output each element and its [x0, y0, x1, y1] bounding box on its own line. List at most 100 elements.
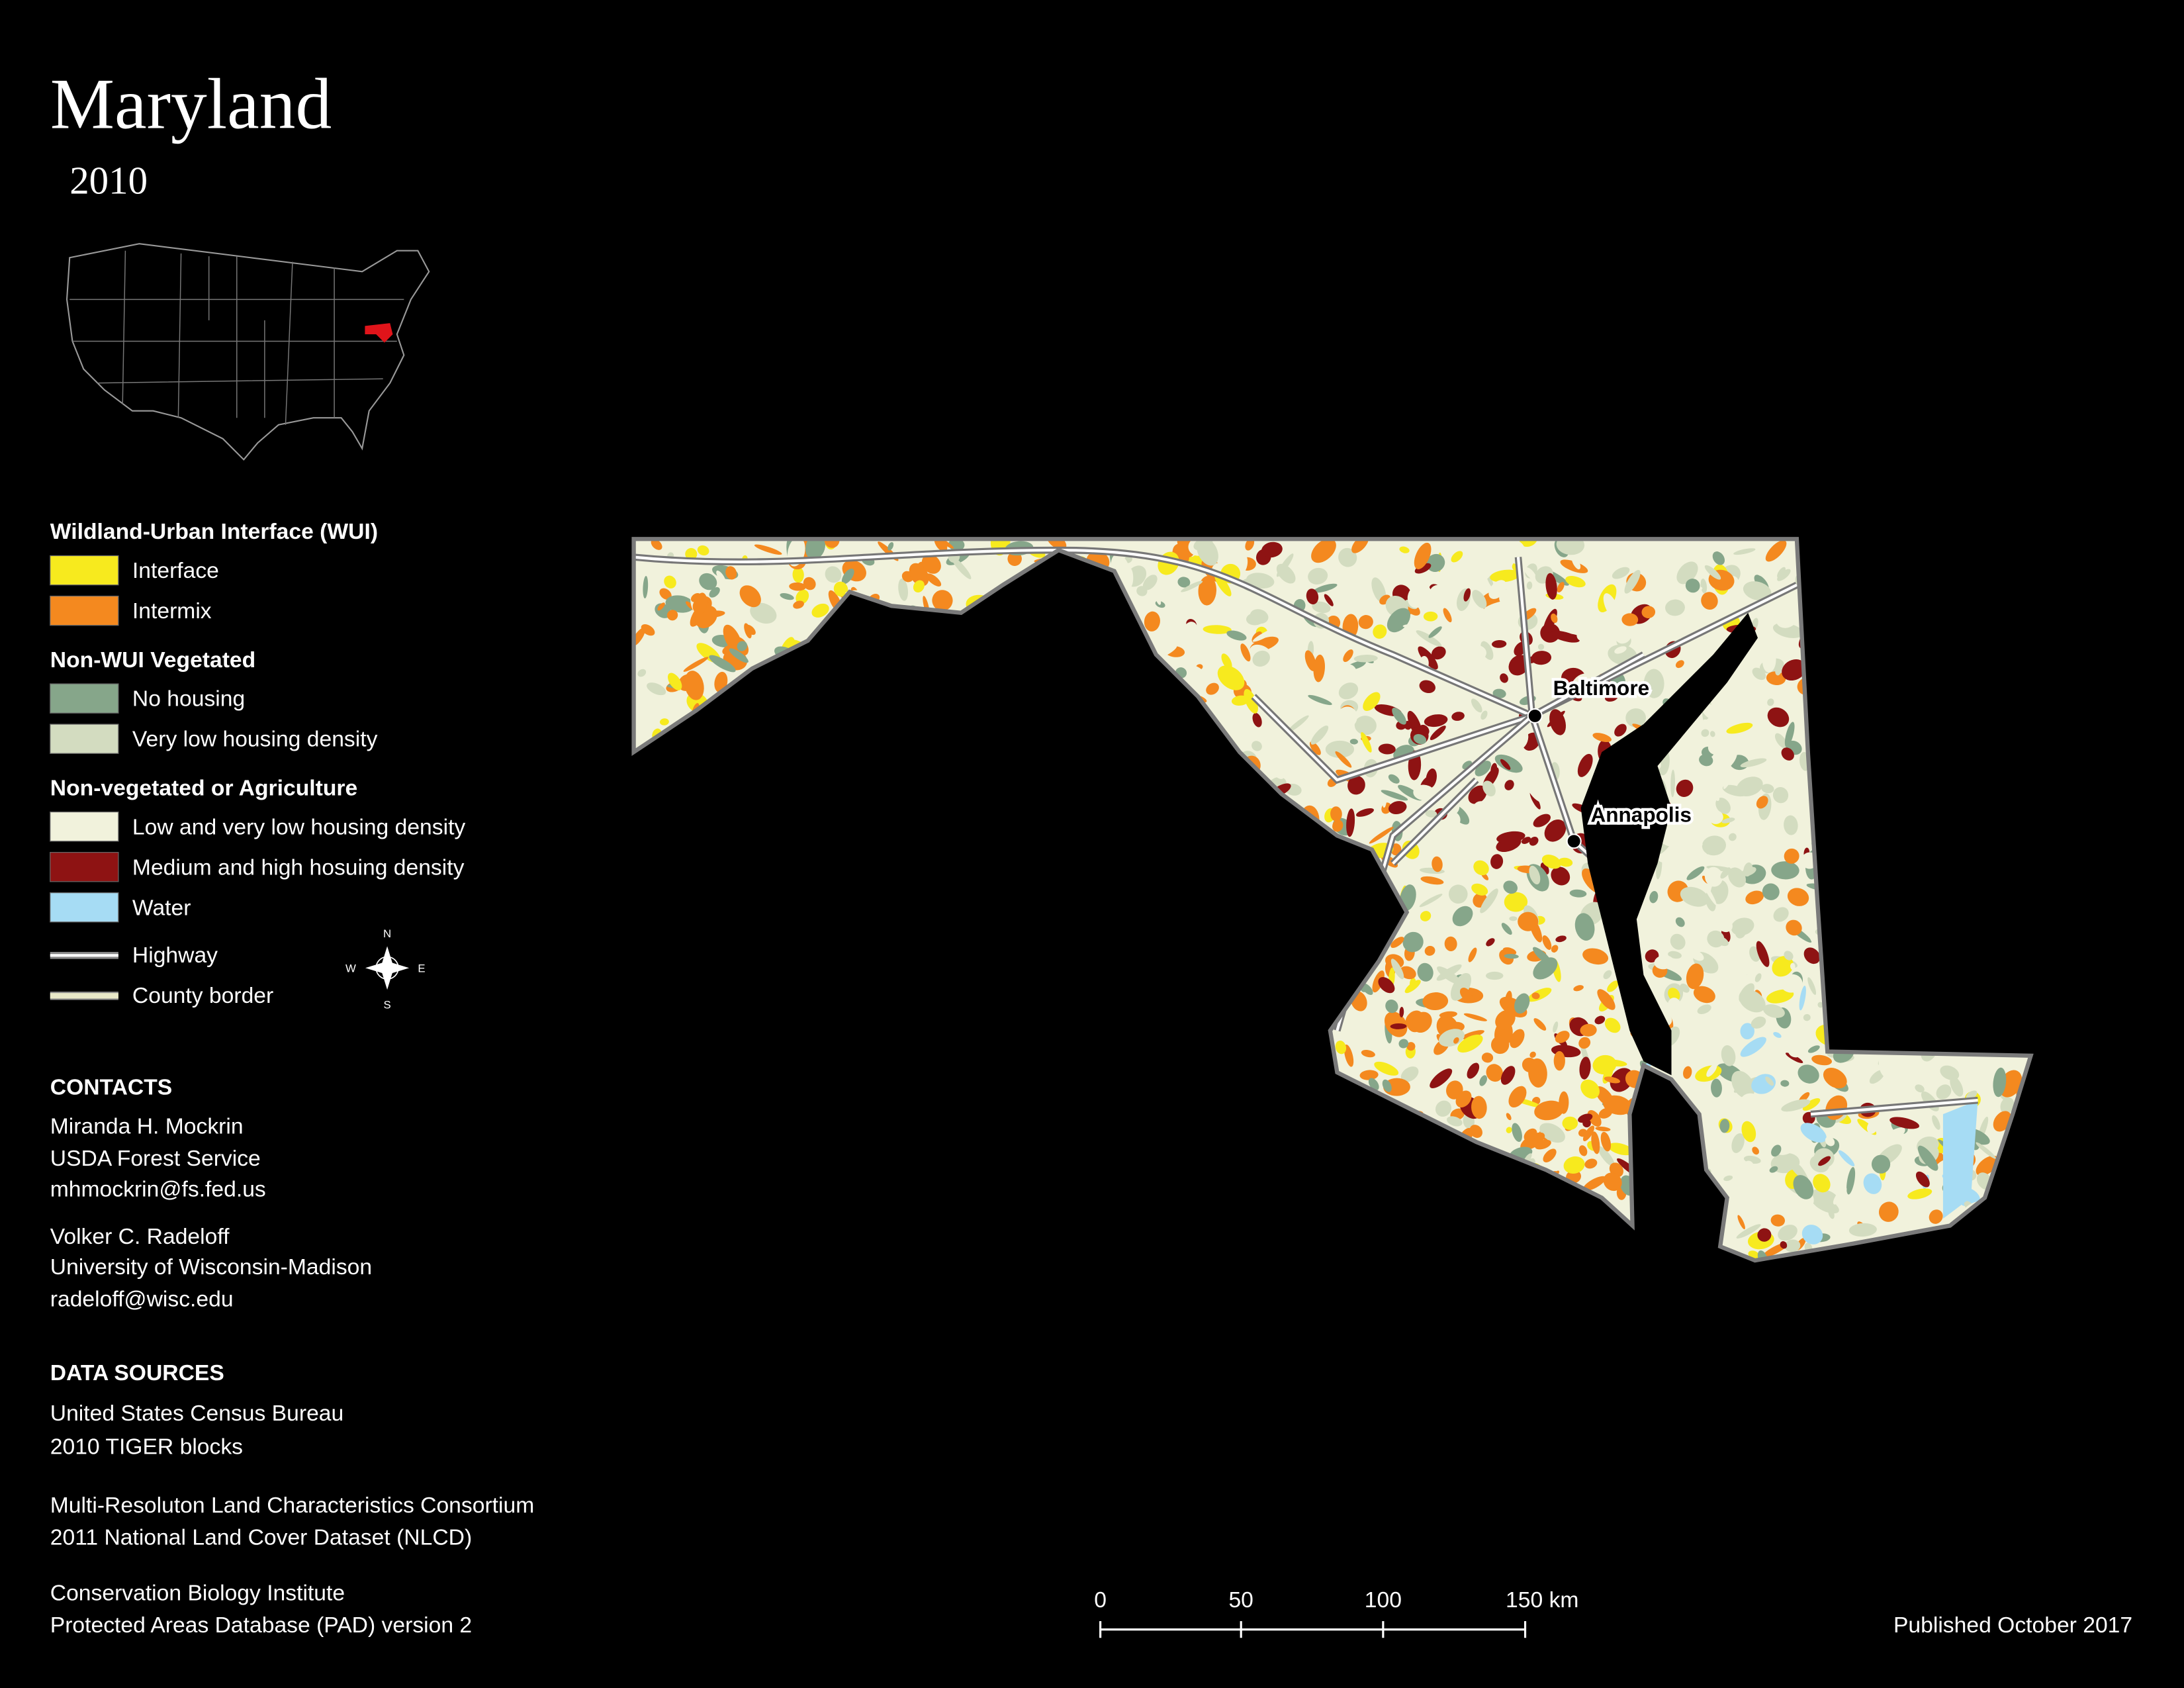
land-patch [1624, 569, 1641, 594]
land-patch [664, 575, 676, 588]
land-patch [1592, 1055, 1617, 1075]
land-patch [1217, 665, 1245, 690]
land-patch [2000, 1097, 2015, 1114]
land-patch [1797, 1064, 1819, 1084]
land-patch [1726, 722, 1753, 734]
land-patch [1252, 712, 1262, 727]
land-patch [1571, 617, 1590, 632]
land-patch [1571, 555, 1581, 570]
land-patch [1667, 998, 1682, 1014]
land-patch [1784, 815, 1798, 835]
land-patch [1528, 1058, 1547, 1088]
land-patch [1817, 1002, 1823, 1008]
land-patch [1486, 1064, 1503, 1082]
land-patch [1721, 1045, 1736, 1066]
land-patch [1754, 973, 1762, 982]
land-patch [1675, 917, 1685, 927]
land-patch [1306, 588, 1319, 605]
land-patch [1429, 707, 1443, 715]
land-patch [1703, 1011, 1725, 1029]
land-patch [1683, 1066, 1692, 1079]
land-patch [1828, 1208, 1835, 1219]
land-patch [1335, 1041, 1347, 1055]
legend-swatch [50, 683, 119, 714]
land-patch [1504, 990, 1512, 1008]
land-patch [1833, 1187, 1847, 1205]
land-patch [1784, 848, 1799, 864]
land-patch [1751, 1016, 1766, 1029]
land-patch [1803, 947, 1821, 964]
land-patch [887, 542, 894, 551]
land-patch [1643, 900, 1658, 915]
land-patch [1271, 765, 1285, 779]
land-patch [1480, 710, 1488, 720]
source-line: Multi-Resoluton Land Characteristics Con… [50, 1493, 535, 1518]
land-patch [1388, 774, 1400, 784]
land-patch [1206, 682, 1219, 695]
land-patch [1723, 774, 1733, 789]
land-patch [1183, 622, 1199, 643]
land-patch [1787, 888, 1809, 906]
legend-heading: Non-WUI Vegetated [50, 648, 255, 673]
land-patch [684, 671, 704, 700]
land-patch [1807, 1045, 1820, 1053]
land-patch [1369, 827, 1394, 844]
land-patch [1614, 623, 1633, 644]
land-patch [1537, 643, 1545, 650]
land-patch [1198, 576, 1216, 606]
land-patch [1932, 1115, 1940, 1130]
land-patch [737, 641, 747, 651]
land-patch [1438, 633, 1463, 645]
land-patch [1310, 726, 1329, 745]
compass-label: E [418, 962, 425, 975]
land-patch [841, 568, 854, 585]
land-patch [1722, 945, 1731, 956]
land-patch [1533, 957, 1558, 980]
land-patch [1686, 963, 1704, 990]
compass-label: W [345, 962, 356, 975]
land-patch [1915, 1171, 1930, 1188]
land-patch [1740, 1023, 1754, 1040]
land-patch [1308, 567, 1328, 585]
land-patch [1670, 933, 1686, 950]
land-patch [1144, 611, 1160, 632]
land-patch [1312, 601, 1331, 614]
scale-label: 150 km [1506, 1588, 1578, 1613]
land-patch [1684, 849, 1704, 868]
city-dot [1566, 833, 1582, 849]
land-patch [1743, 688, 1759, 698]
land-patch [1461, 1030, 1484, 1039]
city-label: Baltimore [1553, 676, 1650, 700]
section-heading: DATA SOURCES [50, 1361, 224, 1385]
land-patch [729, 648, 749, 663]
land-patch [1479, 1075, 1487, 1086]
land-patch [1115, 539, 1125, 549]
land-patch [1600, 1131, 1612, 1152]
land-patch [1869, 1070, 1885, 1084]
land-patch [1161, 622, 1175, 637]
land-patch [1787, 1039, 1805, 1058]
land-patch [1735, 948, 1743, 956]
land-patch [1046, 539, 1067, 550]
land-patch [1330, 806, 1342, 821]
compass-label: S [383, 998, 390, 1011]
land-patch [1699, 754, 1713, 767]
land-patch [1332, 820, 1343, 832]
land-patch [1607, 703, 1625, 727]
land-patch [1715, 798, 1731, 814]
land-patch [1607, 980, 1619, 992]
land-patch [1426, 768, 1437, 788]
land-patch [1846, 1166, 1856, 1195]
land-patch [1347, 775, 1365, 795]
land-patch [1675, 660, 1684, 669]
land-patch [1451, 712, 1465, 721]
land-patch [1776, 610, 1797, 628]
land-patch [1354, 716, 1377, 735]
land-patch [1797, 951, 1814, 981]
land-patch [1304, 650, 1316, 671]
land-patch [1500, 1066, 1516, 1085]
land-patch [1603, 1095, 1632, 1115]
city-label-halo: Baltimore [1553, 676, 1650, 700]
land-patch [1506, 1113, 1512, 1121]
land-patch [1524, 567, 1537, 580]
